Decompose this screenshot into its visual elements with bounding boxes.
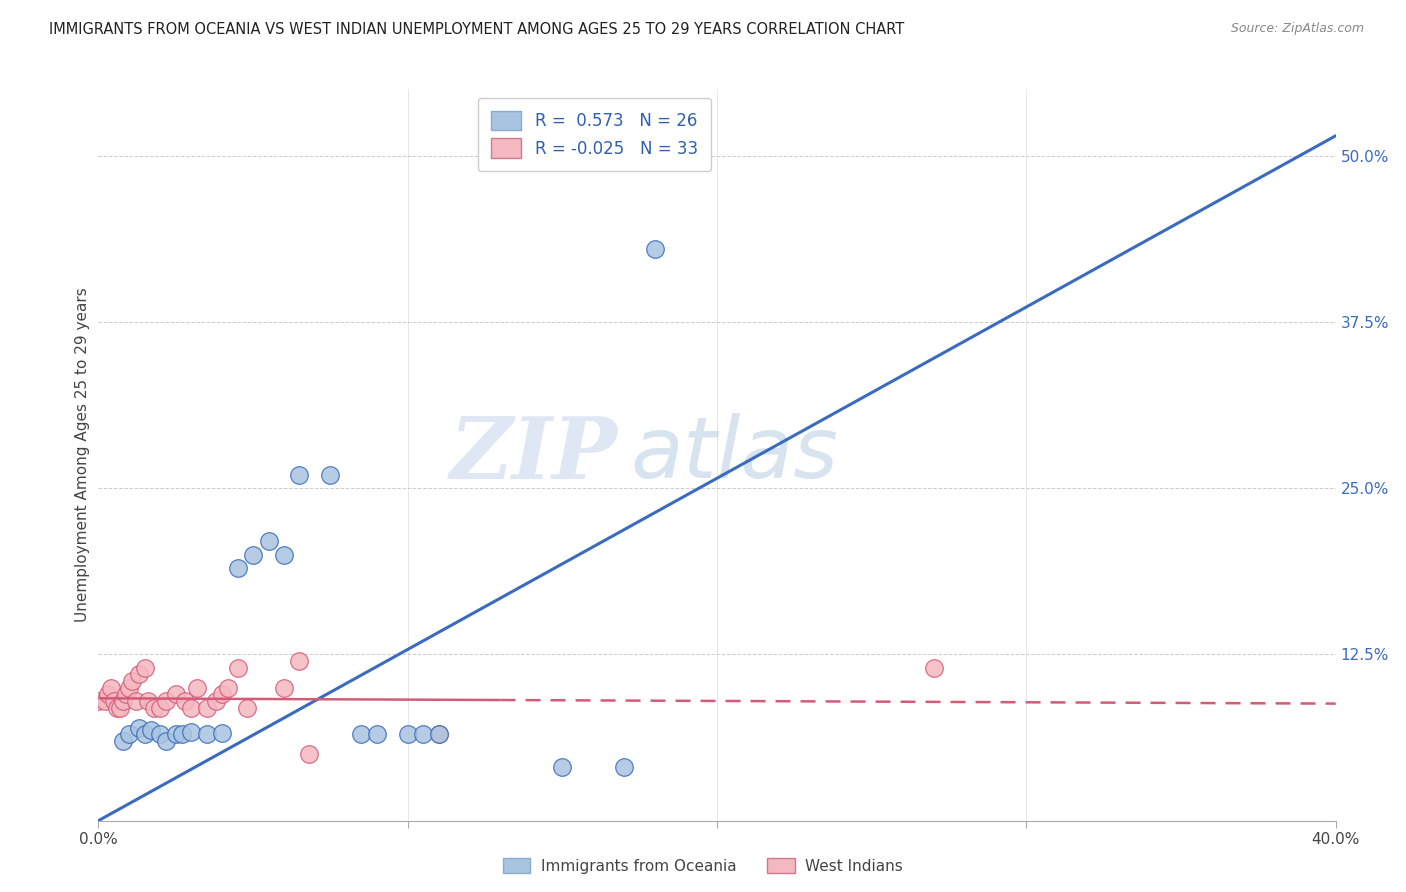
Point bbox=[97, 687, 120, 701]
Point bbox=[613, 760, 636, 774]
Point bbox=[195, 727, 218, 741]
Point bbox=[155, 734, 177, 748]
Point bbox=[180, 700, 202, 714]
Point bbox=[103, 694, 125, 708]
Point bbox=[319, 467, 342, 482]
Point bbox=[551, 760, 574, 774]
Point bbox=[427, 727, 450, 741]
Legend: Immigrants from Oceania, West Indians: Immigrants from Oceania, West Indians bbox=[496, 852, 910, 880]
Point bbox=[155, 694, 177, 708]
Point bbox=[273, 681, 295, 695]
Point bbox=[108, 700, 131, 714]
Point bbox=[121, 673, 143, 688]
Point bbox=[143, 700, 166, 714]
Point bbox=[124, 694, 146, 708]
Point bbox=[288, 654, 311, 668]
Point bbox=[149, 700, 172, 714]
Point bbox=[257, 534, 280, 549]
Point bbox=[236, 700, 259, 714]
Point bbox=[396, 727, 419, 741]
Point bbox=[165, 687, 187, 701]
Point bbox=[174, 694, 197, 708]
Point bbox=[211, 687, 233, 701]
Point bbox=[100, 681, 122, 695]
Point bbox=[105, 700, 128, 714]
Point bbox=[226, 661, 249, 675]
Point bbox=[412, 727, 434, 741]
Point bbox=[112, 694, 135, 708]
Point bbox=[115, 687, 138, 701]
Legend: R =  0.573   N = 26, R = -0.025   N = 33: R = 0.573 N = 26, R = -0.025 N = 33 bbox=[478, 97, 711, 171]
Point bbox=[128, 667, 150, 681]
Text: atlas: atlas bbox=[630, 413, 838, 497]
Point bbox=[128, 721, 150, 735]
Point bbox=[180, 724, 202, 739]
Y-axis label: Unemployment Among Ages 25 to 29 years: Unemployment Among Ages 25 to 29 years bbox=[75, 287, 90, 623]
Point bbox=[217, 681, 239, 695]
Point bbox=[242, 548, 264, 562]
Point bbox=[93, 694, 115, 708]
Point bbox=[134, 727, 156, 741]
Point bbox=[118, 727, 141, 741]
Point bbox=[186, 681, 208, 695]
Text: ZIP: ZIP bbox=[450, 413, 619, 497]
Point bbox=[136, 694, 159, 708]
Point bbox=[427, 727, 450, 741]
Point bbox=[298, 747, 321, 761]
Point bbox=[112, 734, 135, 748]
Point bbox=[195, 700, 218, 714]
Point bbox=[134, 661, 156, 675]
Point bbox=[139, 723, 162, 738]
Point bbox=[149, 727, 172, 741]
Point bbox=[644, 242, 666, 256]
Point bbox=[170, 727, 193, 741]
Point bbox=[165, 727, 187, 741]
Point bbox=[211, 726, 233, 740]
Point bbox=[205, 694, 228, 708]
Point bbox=[366, 727, 388, 741]
Text: IMMIGRANTS FROM OCEANIA VS WEST INDIAN UNEMPLOYMENT AMONG AGES 25 TO 29 YEARS CO: IMMIGRANTS FROM OCEANIA VS WEST INDIAN U… bbox=[49, 22, 904, 37]
Point bbox=[922, 661, 945, 675]
Point bbox=[288, 467, 311, 482]
Text: Source: ZipAtlas.com: Source: ZipAtlas.com bbox=[1230, 22, 1364, 36]
Point bbox=[350, 727, 373, 741]
Point bbox=[273, 548, 295, 562]
Point bbox=[87, 694, 110, 708]
Point bbox=[118, 681, 141, 695]
Point bbox=[226, 561, 249, 575]
